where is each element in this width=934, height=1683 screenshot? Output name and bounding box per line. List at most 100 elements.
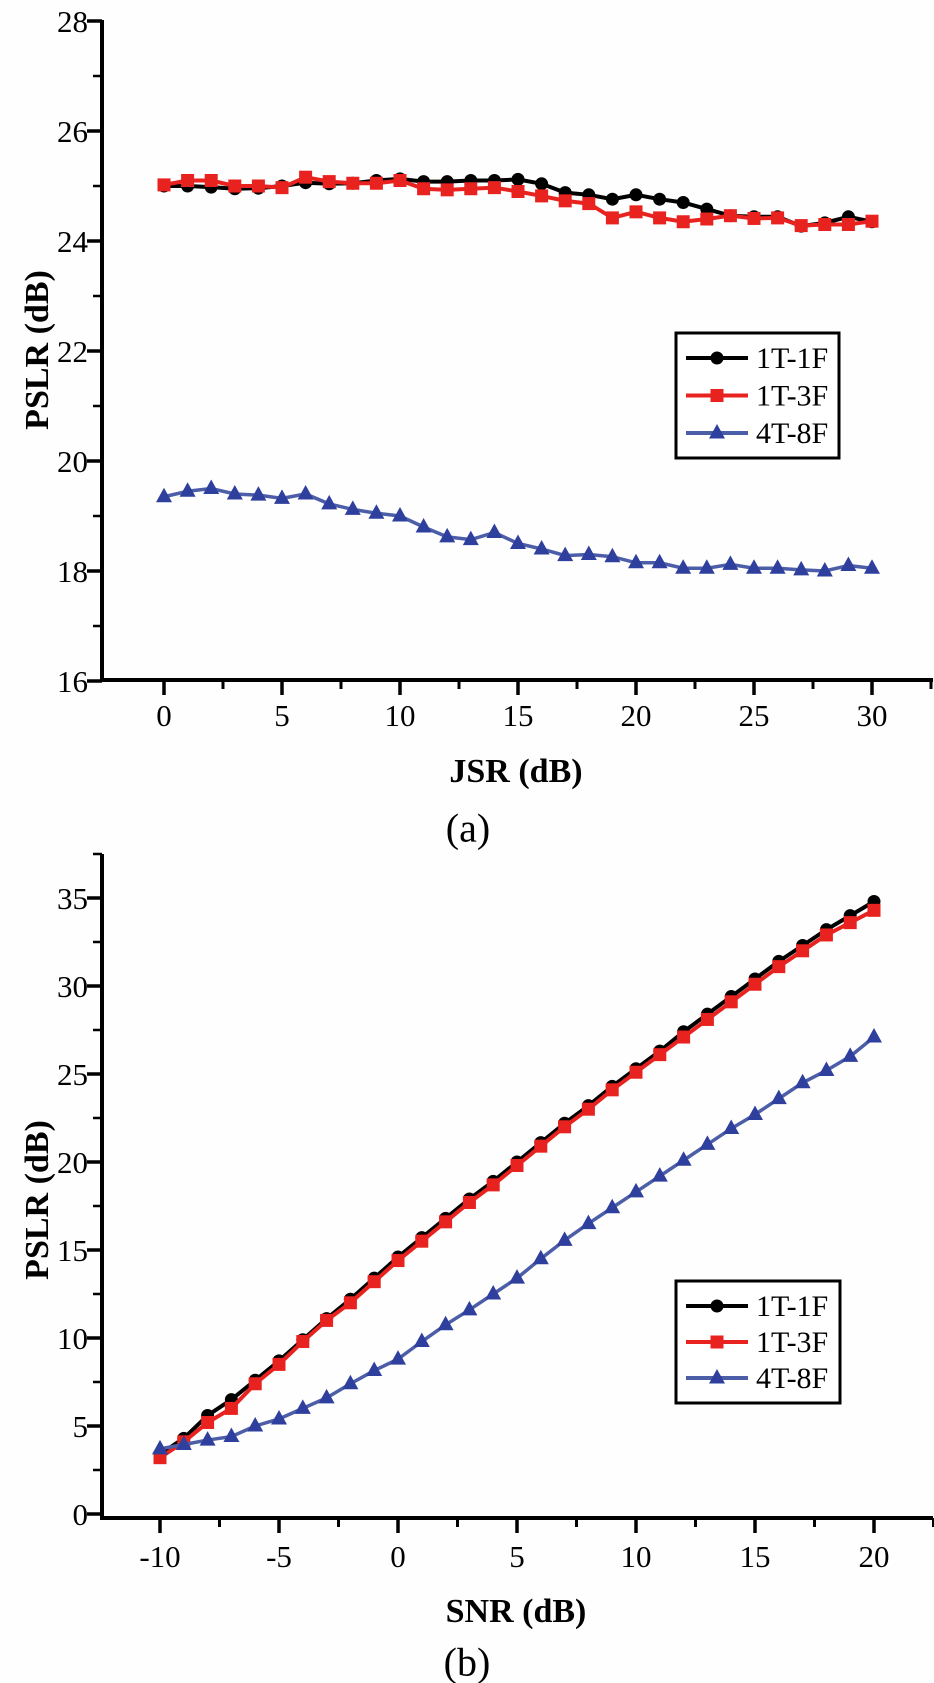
- triangle-marker-icon: [604, 1198, 621, 1214]
- triangle-marker-icon: [509, 1269, 525, 1284]
- square-marker-icon: [581, 1102, 595, 1116]
- triangle-marker-icon: [532, 1249, 549, 1265]
- square-marker-icon: [796, 944, 810, 958]
- series-1T-3F-markers: [157, 170, 879, 233]
- square-marker-icon: [676, 215, 690, 229]
- y-axis-label-a: PSLR (dB): [19, 270, 56, 430]
- x-tick-label: 5: [509, 1539, 525, 1574]
- circle-marker-icon: [700, 202, 714, 216]
- circle-marker-icon: [653, 192, 667, 206]
- triangle-marker-icon: [651, 553, 668, 569]
- triangle-marker-icon: [342, 1374, 359, 1390]
- x-tick-label: 10: [385, 698, 416, 733]
- y-tick-label: 20: [57, 1145, 88, 1180]
- triangle-marker-icon: [179, 482, 196, 497]
- square-marker-icon: [653, 211, 667, 225]
- y-tick-label: 25: [57, 1057, 88, 1092]
- square-marker-icon: [204, 174, 218, 187]
- x-tick-label: 15: [740, 1539, 771, 1574]
- square-marker-icon: [582, 197, 596, 211]
- y-tick-label: 22: [57, 334, 88, 369]
- square-marker-icon: [157, 178, 171, 192]
- y-tick-label: 26: [57, 114, 88, 149]
- square-marker-icon: [248, 1377, 262, 1391]
- triangle-marker-icon: [366, 1361, 383, 1377]
- square-marker-icon: [748, 977, 762, 991]
- legend-label: 4T-8F: [756, 1362, 828, 1395]
- legend-entry-1T-3F: 1T-3F: [686, 1326, 828, 1359]
- panel-a: 0 5 10 15 20 25 30 16 18 20 22 24 26 28 1T-1F 1T-3F 4T-8…: [57, 4, 933, 733]
- triangle-marker-icon: [390, 1350, 406, 1365]
- triangle-marker-icon: [199, 1431, 216, 1446]
- square-marker-icon: [346, 176, 360, 190]
- x-axis-label-b: SNR (dB): [445, 1593, 587, 1630]
- triangle-marker-icon: [864, 559, 880, 574]
- x-tick-label: 15: [503, 698, 534, 733]
- square-marker-icon: [486, 1178, 500, 1192]
- square-marker-icon: [653, 1048, 667, 1062]
- legend-label: 4T-8F: [756, 417, 828, 450]
- square-marker-icon: [439, 1215, 453, 1229]
- circle-marker-icon: [676, 196, 690, 209]
- triangle-marker-icon: [557, 546, 574, 562]
- triangle-marker-icon: [840, 556, 857, 571]
- triangle-marker-icon: [580, 1214, 597, 1230]
- legend-square-marker-icon: [710, 1335, 724, 1349]
- square-marker-icon: [181, 174, 195, 187]
- square-marker-icon: [867, 903, 881, 917]
- square-marker-icon: [322, 175, 336, 189]
- legend-square-marker-icon: [710, 389, 724, 402]
- triangle-marker-icon: [415, 518, 432, 533]
- triangle-marker-icon: [510, 534, 526, 549]
- triangle-marker-icon: [250, 486, 267, 501]
- triangle-marker-icon: [556, 1231, 573, 1246]
- caption-a: (a): [445, 805, 491, 851]
- triangle-marker-icon: [770, 1089, 787, 1105]
- square-marker-icon: [462, 1195, 476, 1209]
- square-marker-icon: [393, 174, 407, 187]
- y-tick-label: 30: [57, 969, 88, 1004]
- square-marker-icon: [700, 212, 714, 226]
- square-marker-icon: [771, 211, 785, 225]
- triangle-marker-icon: [297, 485, 314, 500]
- triangle-marker-icon: [699, 1135, 716, 1150]
- triangle-marker-icon: [344, 500, 361, 515]
- triangle-marker-icon: [413, 1332, 430, 1348]
- square-marker-icon: [440, 183, 454, 197]
- triangle-marker-icon: [628, 1182, 644, 1198]
- x-tick-label: 25: [739, 698, 770, 733]
- triangle-marker-icon: [794, 1073, 811, 1089]
- y-tick-label: 28: [57, 4, 88, 39]
- x-tick-label: 5: [274, 698, 290, 733]
- legend-entry-1T-3F: 1T-3F: [686, 380, 828, 413]
- series-4T-8F-markers: [156, 479, 880, 577]
- triangle-marker-icon: [392, 507, 408, 522]
- triangle-marker-icon: [486, 523, 503, 538]
- circle-marker-icon: [511, 172, 525, 186]
- triangle-marker-icon: [156, 487, 172, 503]
- triangle-marker-icon: [722, 555, 739, 570]
- legend-triangle-marker-icon: [709, 424, 725, 439]
- triangle-marker-icon: [698, 559, 715, 574]
- triangle-marker-icon: [723, 1119, 740, 1135]
- circle-marker-icon: [535, 177, 549, 191]
- triangle-marker-icon: [485, 1285, 502, 1300]
- square-marker-icon: [510, 1159, 524, 1173]
- square-marker-icon: [535, 189, 549, 203]
- triangle-marker-icon: [462, 530, 479, 546]
- square-marker-icon: [772, 960, 786, 974]
- triangle-marker-icon: [628, 553, 644, 569]
- square-marker-icon: [724, 995, 738, 1009]
- triangle-marker-icon: [818, 1061, 835, 1076]
- legend-entry-4T-8F: 4T-8F: [686, 417, 828, 450]
- legend-label: 1T-3F: [756, 1326, 828, 1359]
- triangle-marker-icon: [651, 1167, 668, 1182]
- square-marker-icon: [819, 928, 833, 942]
- triangle-marker-icon: [203, 479, 220, 494]
- triangle-marker-icon: [769, 559, 786, 574]
- square-marker-icon: [747, 211, 761, 225]
- legend-entry-1T-1F: 1T-1F: [686, 1290, 828, 1323]
- series-1T-3F-markers: [153, 903, 881, 1465]
- legend-circle-marker-icon: [710, 351, 724, 365]
